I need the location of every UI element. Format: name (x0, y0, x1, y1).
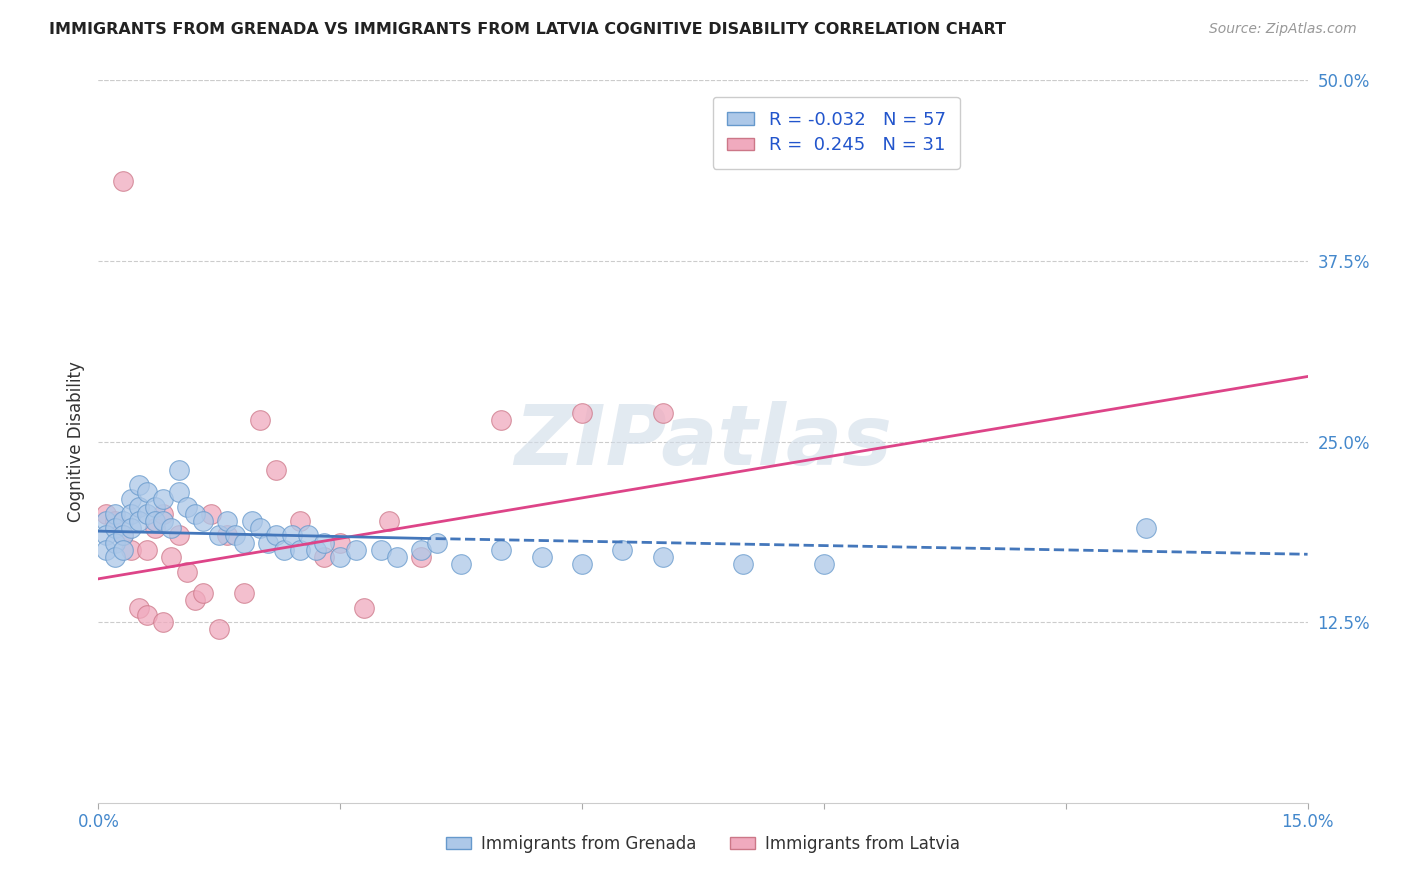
Point (120, 507, 142, 521)
Point (217, 528, 239, 542)
Text: Source: ZipAtlas.com: Source: ZipAtlas.com (1209, 22, 1357, 37)
Point (111, 174, 134, 188)
Point (409, 550, 432, 565)
Point (152, 615, 174, 630)
Point (176, 565, 198, 579)
Y-axis label: Cognitive Disability: Cognitive Disability (66, 361, 84, 522)
Point (208, 623, 231, 637)
Point (491, 413, 513, 427)
Point (370, 542, 392, 557)
Point (249, 413, 271, 427)
Text: IMMIGRANTS FROM GRENADA VS IMMIGRANTS FROM LATVIA COGNITIVE DISABILITY CORRELATI: IMMIGRANTS FROM GRENADA VS IMMIGRANTS FR… (49, 22, 1007, 37)
Point (111, 514, 134, 528)
Point (111, 528, 134, 542)
Point (143, 514, 166, 528)
Point (651, 550, 673, 565)
Point (135, 607, 157, 622)
Point (329, 535, 352, 549)
Point (135, 485, 157, 500)
Point (264, 463, 287, 477)
Point (491, 542, 513, 557)
Point (103, 507, 125, 521)
Point (409, 542, 432, 557)
Point (111, 528, 134, 542)
Text: ZIPatlas: ZIPatlas (515, 401, 891, 482)
Point (103, 514, 125, 528)
Point (288, 514, 311, 528)
Point (152, 507, 174, 521)
Point (377, 514, 399, 528)
Point (160, 550, 183, 565)
Point (135, 542, 157, 557)
Point (167, 485, 190, 500)
Point (103, 521, 125, 535)
Point (128, 500, 150, 514)
Point (344, 542, 367, 557)
Point (385, 550, 408, 565)
Point (450, 558, 472, 572)
Legend: Immigrants from Grenada, Immigrants from Latvia: Immigrants from Grenada, Immigrants from… (440, 828, 966, 860)
Point (176, 500, 198, 514)
Point (571, 558, 593, 572)
Point (184, 507, 207, 521)
Point (96, 528, 118, 542)
Point (256, 535, 278, 549)
Point (160, 521, 183, 535)
Point (120, 521, 142, 535)
Point (111, 542, 134, 557)
Point (96, 507, 118, 521)
Point (224, 528, 246, 542)
Point (167, 463, 190, 477)
Point (314, 535, 336, 549)
Point (152, 514, 174, 528)
Point (193, 514, 215, 528)
Point (813, 558, 835, 572)
Point (184, 593, 207, 607)
Point (120, 492, 142, 507)
Point (264, 528, 287, 542)
Point (135, 507, 157, 521)
Point (193, 586, 215, 600)
Point (128, 478, 150, 492)
Point (96, 514, 118, 528)
Point (288, 542, 311, 557)
Point (167, 528, 190, 542)
Point (128, 514, 150, 528)
Point (530, 550, 553, 565)
Point (297, 528, 319, 542)
Point (232, 535, 254, 549)
Point (571, 406, 593, 420)
Point (143, 521, 166, 535)
Point (329, 550, 352, 565)
Point (353, 600, 375, 615)
Point (305, 542, 328, 557)
Point (208, 528, 231, 542)
Point (217, 514, 239, 528)
Point (733, 558, 755, 572)
Point (273, 542, 295, 557)
Point (612, 542, 634, 557)
Point (96, 542, 118, 557)
Point (240, 514, 263, 528)
Point (200, 507, 222, 521)
Point (120, 542, 142, 557)
Point (281, 528, 304, 542)
Point (103, 535, 125, 549)
Point (426, 535, 449, 549)
Point (103, 550, 125, 565)
Point (128, 600, 150, 615)
Point (152, 492, 174, 507)
Point (314, 550, 336, 565)
Point (1135, 521, 1157, 535)
Point (232, 586, 254, 600)
Point (651, 406, 673, 420)
Point (249, 521, 271, 535)
Point (143, 500, 166, 514)
